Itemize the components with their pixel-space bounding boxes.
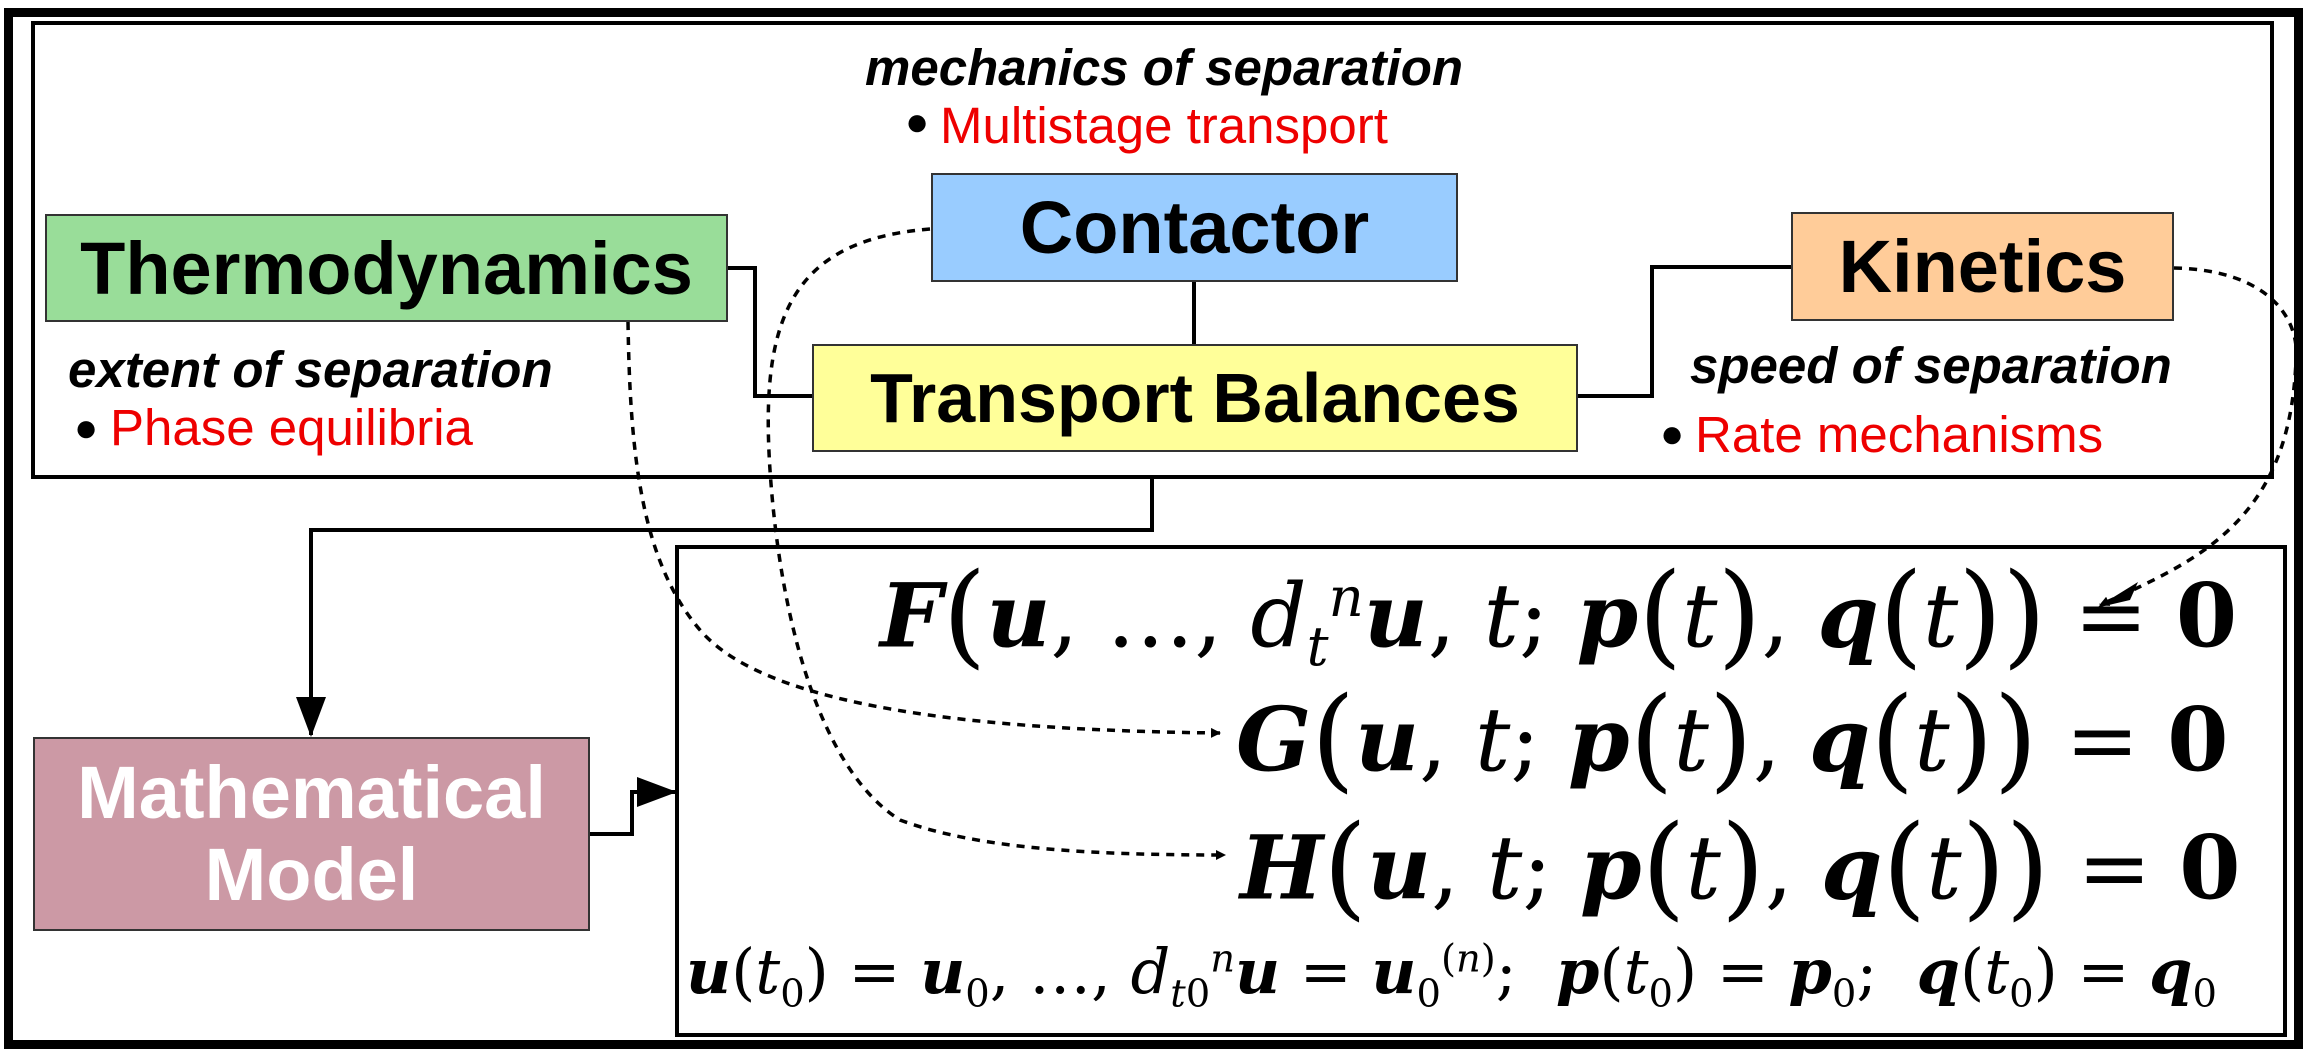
transport-balances-box: Transport Balances: [812, 344, 1578, 452]
ic-separator: ;: [1495, 935, 1517, 1008]
initial-conditions: u(t0) = u0, …, dt0nu = u0(n); p(t0) = p0…: [686, 935, 2217, 1017]
kinetics-box: Kinetics: [1791, 212, 2174, 321]
F-rhs: 0: [2175, 563, 2238, 668]
equation-H: H(u, t; p(t), q(t)) = 0: [1240, 800, 2241, 932]
thermo-to-transport-line: [728, 266, 812, 398]
kinetics-arrowhead: [2096, 582, 2138, 608]
transport-balances-label: Transport Balances: [870, 359, 1520, 437]
outer-frame: [4, 8, 2303, 1049]
thermo-to-G-arrow: [626, 321, 1221, 738]
contactor-box: Contactor: [931, 173, 1458, 282]
thermo-note-heading: extent of separation: [68, 341, 553, 398]
contactor-to-H-arrow: [766, 227, 1226, 860]
kinetics-to-F-arrow: [2099, 266, 2299, 607]
model-label-line2: Model: [204, 833, 419, 916]
H-rhs: 0: [2179, 815, 2241, 920]
G-symbol: G: [1236, 687, 1312, 792]
G-rhs: 0: [2167, 687, 2229, 792]
mathematical-model-box: Mathematical Model: [33, 737, 590, 931]
equation-F: F(u, …, dtnu, t; p(t), q(t)) = 0: [880, 548, 2238, 680]
concepts-to-model-line: [296, 479, 1154, 737]
H-symbol: H: [1240, 815, 1324, 920]
concepts-frame: [31, 21, 2274, 479]
contactor-note-heading: mechanics of separation: [865, 39, 1464, 96]
equations-frame: [675, 545, 2287, 1037]
contactor-note-item: Multistage transport: [940, 97, 1388, 154]
equation-G: G(u, t; p(t), q(t)) = 0: [1236, 672, 2229, 804]
thermodynamics-box: Thermodynamics: [45, 214, 728, 322]
kinetics-note-heading: speed of separation: [1690, 337, 2172, 394]
F-symbol: F: [880, 563, 943, 668]
contactor-label: Contactor: [1019, 186, 1370, 269]
kinetics-label: Kinetics: [1838, 225, 2127, 308]
kinetics-to-transport-line: [1578, 265, 1791, 398]
bullet-icon: ●: [74, 406, 99, 450]
thermo-note-item: Phase equilibria: [110, 399, 473, 456]
model-label-line1: Mathematical: [77, 751, 546, 834]
kinetics-note-item: Rate mechanisms: [1695, 406, 2104, 463]
thermodynamics-label: Thermodynamics: [80, 226, 693, 310]
bullet-icon: ●: [905, 100, 930, 144]
model-to-equations-line: [590, 777, 677, 836]
bullet-icon: ●: [1660, 412, 1685, 456]
